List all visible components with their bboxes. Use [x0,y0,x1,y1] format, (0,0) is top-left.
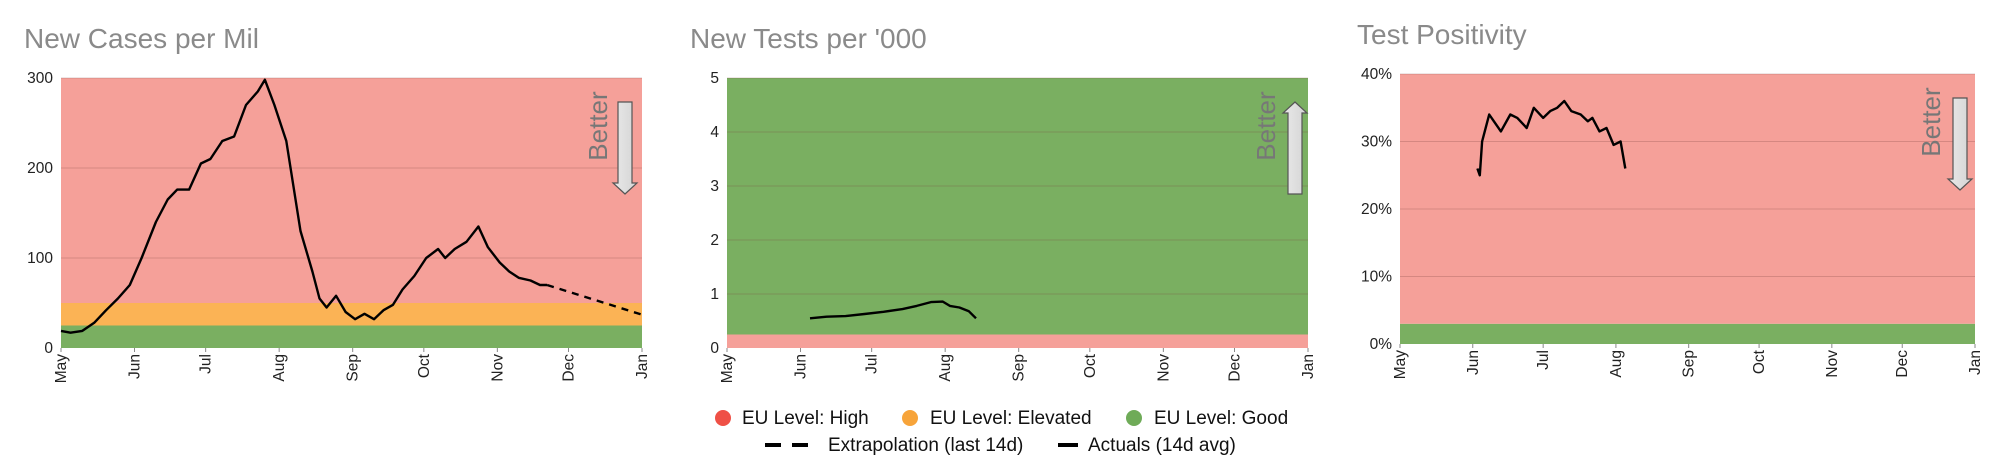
x-tick-label: Dec [1894,350,1911,378]
x-tick-label: Oct [1082,353,1099,378]
arrow-up-icon [1281,101,1309,195]
x-tick-label: Nov [489,354,506,382]
y-tick-label: 10% [1361,269,1392,286]
y-tick-label: 0 [44,340,53,357]
x-tick-label: Jun [127,354,144,379]
band-layer [1400,74,1975,344]
legend-item-actuals[interactable]: Actuals (14d avg) [1058,435,1236,456]
legend-item-high[interactable]: EU Level: High [715,408,869,429]
x-tick-label: Dec [560,354,577,382]
legend-label-actuals: Actuals (14d avg) [1088,435,1236,456]
band-layer [727,78,1308,348]
x-tick-label: Jan [1300,354,1317,379]
legend-item-good[interactable]: EU Level: Good [1126,408,1288,429]
y-tick-label: 5 [710,70,719,87]
legend-item-elevated[interactable]: EU Level: Elevated [902,408,1092,429]
grid-layer [61,77,642,259]
chart-title: Test Positivity [1357,19,1527,50]
chart-title: New Cases per Mil [24,23,259,54]
y-tick-label: 3 [710,178,719,195]
better-indicator: Better [1251,91,1309,195]
series-actuals [60,78,548,334]
band-elevated [61,303,642,326]
series-layer [1476,99,1627,177]
y-tick-label: 20% [1361,201,1392,218]
y-tick-label: 30% [1361,134,1392,151]
x-tick-label: May [53,354,70,384]
x-tick-label: Sep [1681,350,1698,378]
y-tick-label: 0% [1370,336,1393,353]
band-good [61,325,642,348]
y-tick-label: 4 [710,124,719,141]
y-tick-label: 40% [1361,66,1392,83]
x-tick-label: Jun [793,354,810,379]
y-axis: 0 1 2 3 4 5 [710,70,719,357]
x-tick-label: Oct [416,353,433,378]
band-layer [61,78,642,348]
legend-item-extrapolation[interactable]: Extrapolation (last 14d) [765,435,1023,456]
series-extrapolation [546,283,643,316]
x-tick-label: Sep [345,354,362,382]
better-label: Better [1251,91,1281,161]
band-high [61,78,642,303]
x-tick-label: Jun [1465,350,1482,375]
y-tick-label: 1 [710,286,719,303]
x-tick-label: Jul [198,354,215,374]
y-tick-label: 2 [710,232,719,249]
y-tick-label: 0 [710,340,719,357]
x-tick-label: Jan [634,354,651,379]
series-layer [60,78,643,334]
series-actuals [809,300,977,320]
band-high [727,334,1308,348]
y-axis: 0 100 200 300 [27,70,53,357]
grid-layer [727,77,1308,295]
better-indicator: Better [1916,87,1974,191]
grid-layer [1400,73,1975,277]
x-tick-label: Aug [271,354,288,382]
series-actuals [1476,99,1627,177]
legend-label-extrapolation: Extrapolation (last 14d) [828,435,1023,456]
y-tick-label: 200 [27,160,53,177]
chart-title: New Tests per '000 [690,23,927,54]
x-axis: May Jun Jul Aug Sep Oct Nov Dec Jan [53,348,651,383]
legend-dot-elevated [902,410,918,426]
x-tick-label: Nov [1824,350,1841,378]
x-tick-label: May [1392,350,1409,380]
legend-label-high: EU Level: High [742,408,869,429]
band-good [1400,323,1975,344]
arrow-down-icon [611,101,639,195]
x-tick-label: Sep [1011,354,1028,382]
band-high [1400,74,1975,324]
x-tick-label: Aug [1608,350,1625,378]
legend-label-good: EU Level: Good [1154,408,1288,429]
legend: EU Level: High EU Level: Elevated EU Lev… [715,408,1288,456]
x-tick-label: Jul [864,354,881,374]
x-axis: May Jun Jul Aug Sep Oct Nov Dec Jan [719,348,1317,383]
legend-dot-high [715,410,731,426]
x-axis: May Jun Jul Aug Sep Oct Nov Dec Jan [1392,344,1984,379]
chart-new-tests: New Tests per '000 0 1 2 3 4 5 May Jun Jul Aug Se… [690,23,1317,383]
chart-test-positivity: Test Positivity 0% 10% 20% 30% 40% May Jun Jul… [1357,19,1984,379]
x-tick-label: Jul [1535,350,1552,370]
better-indicator: Better [583,91,639,195]
y-axis: 0% 10% 20% 30% 40% [1361,66,1392,353]
better-label: Better [1916,87,1946,157]
arrow-down-icon [1946,97,1974,191]
x-tick-label: Dec [1226,354,1243,382]
series-layer [809,300,977,320]
y-tick-label: 300 [27,70,53,87]
x-tick-label: Aug [937,354,954,382]
legend-dot-good [1126,410,1142,426]
x-tick-label: Nov [1155,354,1172,382]
band-good [727,78,1308,335]
chart-new-cases: New Cases per Mil 0 100 200 300 May Jun Jul Au… [24,23,651,383]
x-tick-label: May [719,354,736,384]
x-tick-label: Oct [1751,349,1768,374]
better-label: Better [583,91,613,161]
legend-label-elevated: EU Level: Elevated [930,408,1092,429]
x-tick-label: Jan [1967,350,1984,375]
y-tick-label: 100 [27,250,53,267]
